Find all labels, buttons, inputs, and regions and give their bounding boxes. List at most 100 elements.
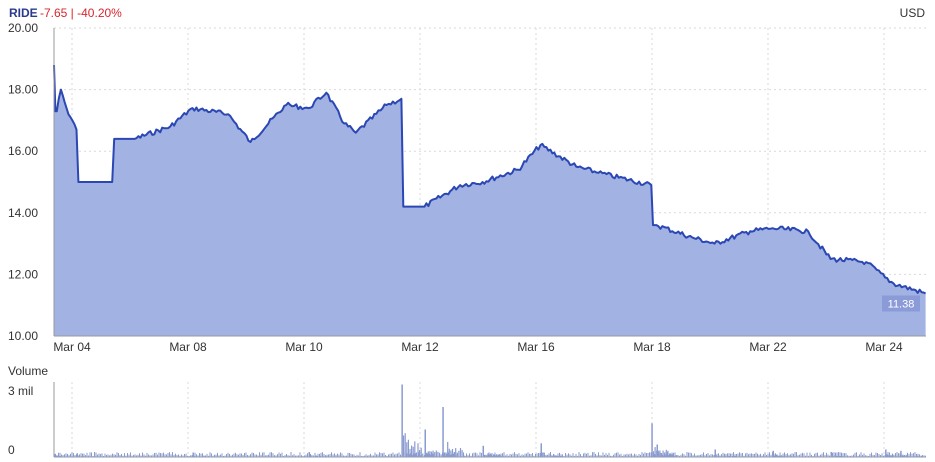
volume-bar <box>491 452 493 457</box>
volume-bar <box>427 451 429 457</box>
volume-bar <box>254 454 256 457</box>
volume-bar <box>559 456 561 457</box>
volume-bar <box>211 453 212 457</box>
volume-bar <box>367 455 368 457</box>
volume-bar <box>266 455 268 457</box>
volume-bar <box>703 452 704 457</box>
volume-bar <box>195 456 197 457</box>
volume-bar <box>908 456 910 457</box>
volume-bar <box>112 453 113 457</box>
volume-bar <box>446 454 448 457</box>
volume-bar <box>154 453 155 457</box>
volume-bar <box>319 455 321 457</box>
volume-bar <box>563 455 565 457</box>
volume-bar <box>124 453 125 457</box>
volume-bar <box>86 452 88 457</box>
volume-bar <box>335 454 337 457</box>
volume-bar <box>224 455 226 457</box>
volume-bar <box>450 450 452 457</box>
volume-bar <box>625 454 626 457</box>
volume-bar <box>359 452 361 457</box>
volume-bar <box>492 455 494 457</box>
volume-bar <box>95 452 97 457</box>
volume-bar <box>128 454 130 457</box>
volume-bar <box>415 452 417 457</box>
volume-bar <box>166 454 167 457</box>
volume-spike-bar <box>54 454 56 457</box>
volume-bar <box>670 455 673 457</box>
volume-bar <box>894 456 896 457</box>
volume-bar <box>289 455 290 457</box>
volume-bar <box>896 455 898 457</box>
volume-bar <box>672 454 674 457</box>
volume-bar <box>103 456 104 457</box>
volume-bar <box>118 453 119 457</box>
volume-bar <box>863 453 865 457</box>
volume-bar <box>67 454 68 457</box>
volume-bar <box>899 456 901 457</box>
volume-bar <box>746 452 748 457</box>
volume-bar <box>157 454 158 457</box>
volume-bar <box>911 456 913 457</box>
volume-bar <box>535 453 536 457</box>
volume-spike-bar <box>772 450 774 458</box>
volume-bar <box>83 453 85 457</box>
volume-bar <box>808 455 809 457</box>
volume-bar <box>205 455 206 457</box>
price-change: -7.65 | -40.20% <box>40 6 122 20</box>
volume-bar <box>181 454 182 457</box>
volume-bar <box>811 454 812 457</box>
volume-bar <box>599 455 601 457</box>
volume-bar <box>121 453 122 457</box>
volume-bar <box>257 455 259 457</box>
volume-bar <box>100 454 101 457</box>
volume-bar <box>202 453 203 457</box>
volume-bar <box>322 456 325 457</box>
volume-bar <box>674 452 676 457</box>
volume-bar <box>412 446 414 457</box>
volume-bar <box>589 455 590 457</box>
volume-bar <box>724 455 726 457</box>
volume-bar <box>766 455 767 457</box>
volume-bar <box>319 453 320 457</box>
volume-bar <box>89 456 91 457</box>
volume-bar <box>919 454 920 457</box>
volume-bar <box>185 453 187 457</box>
volume-bar <box>178 454 179 457</box>
volume-spike-bar <box>401 384 403 457</box>
volume-bar <box>823 452 824 457</box>
volume-bar <box>898 453 899 457</box>
volume-bar <box>778 455 781 457</box>
volume-bar <box>587 452 589 457</box>
volume-bar <box>152 454 154 457</box>
volume-bar <box>682 453 683 457</box>
y-tick-label: 20.00 <box>8 21 38 35</box>
volume-bar <box>539 452 541 457</box>
volume-bar <box>496 455 499 457</box>
volume-bar <box>320 452 322 457</box>
volume-bar <box>538 453 539 457</box>
volume-bar <box>175 453 176 457</box>
volume-bar <box>134 454 136 457</box>
volume-bar <box>194 455 196 457</box>
volume-bar <box>362 455 364 457</box>
volume-bar <box>493 454 494 457</box>
volume-bar <box>790 456 792 457</box>
volume-bar <box>179 455 181 457</box>
volume-bar <box>184 454 185 457</box>
volume-bar <box>458 450 460 457</box>
volume-bar <box>151 455 152 457</box>
volume-bar <box>793 453 794 457</box>
volume-bar <box>786 455 789 457</box>
volume-bar <box>619 454 620 457</box>
volume-bar <box>903 455 905 457</box>
volume-bar <box>227 452 229 457</box>
volume-bar <box>229 453 230 457</box>
volume-bar <box>667 450 669 457</box>
volume-bar <box>887 452 889 457</box>
volume-bar <box>809 452 811 457</box>
volume-bar <box>58 452 59 457</box>
volume-bar <box>533 455 535 457</box>
volume-bar <box>385 455 386 457</box>
volume-bar <box>779 452 781 457</box>
